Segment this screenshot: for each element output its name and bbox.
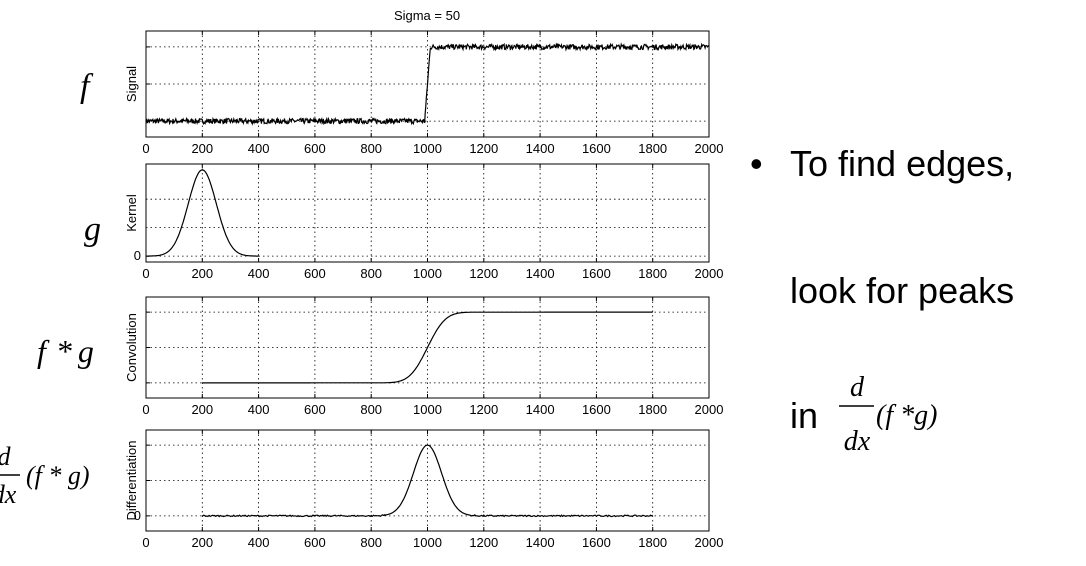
x-tick-label: 1200 <box>469 402 498 417</box>
x-tick-label: 600 <box>304 141 326 156</box>
x-tick-label: 400 <box>248 402 270 417</box>
x-tick-label: 1200 <box>469 535 498 550</box>
x-tick-label: 800 <box>360 535 382 550</box>
x-tick-label: 2000 <box>695 402 724 417</box>
x-tick-label: 800 <box>360 402 382 417</box>
x-tick-label: 1200 <box>469 141 498 156</box>
x-tick-label: 400 <box>248 141 270 156</box>
x-tick-label: 1400 <box>526 141 555 156</box>
x-tick-label: 1800 <box>638 535 667 550</box>
bullet-derivative: d dx (f *g) <box>839 372 937 457</box>
chart-title: Sigma = 50 <box>394 8 460 23</box>
panel-1: 0 200 400 600 800 1000 1200 1400 1600 1800 2000 Sig… <box>124 30 724 156</box>
x-tick-label: 1600 <box>582 402 611 417</box>
x-tick-label: 400 <box>248 266 270 281</box>
x-tick-label: 200 <box>191 141 213 156</box>
label-derivative-dx: dx <box>0 480 17 509</box>
x-tick-label: 1800 <box>638 266 667 281</box>
x-tick-label: 1400 <box>526 535 555 550</box>
x-tick-label: 1000 <box>413 402 442 417</box>
label-f-conv-g: f * g <box>37 333 94 369</box>
x-tick-label: 1000 <box>413 266 442 281</box>
x-tick-label: 0 <box>142 402 149 417</box>
x-tick-label: 600 <box>304 535 326 550</box>
x-tick-label: 800 <box>360 266 382 281</box>
series-line <box>146 169 259 257</box>
x-tick-label: 1600 <box>582 141 611 156</box>
bullet-derivative-dx: dx <box>844 426 871 457</box>
y-axis-label: Differentiation <box>124 441 139 521</box>
y-axis-label: Signal <box>124 66 139 102</box>
label-derivative-d: d <box>0 442 12 471</box>
y-axis-label: Convolution <box>124 313 139 382</box>
label-g: g <box>84 211 101 248</box>
series-line <box>145 42 710 126</box>
panel-4: 0 200 400 600 800 1000 1200 1400 1600 1800 2000 0Di… <box>124 429 724 550</box>
x-tick-label: 2000 <box>695 141 724 156</box>
label-f-conv-g-star: * <box>56 333 72 369</box>
label-derivative: d dx (f * g) <box>0 442 90 509</box>
x-tick-label: 600 <box>304 402 326 417</box>
panel-2: 0 200 400 600 800 1000 1200 1400 1600 1800 2000 0 Ke… <box>124 163 724 281</box>
x-tick-label: 1400 <box>526 402 555 417</box>
x-tick-label: 2000 <box>695 535 724 550</box>
bullet-line-2: look for peaks <box>790 270 1014 311</box>
x-tick-label: 1800 <box>638 141 667 156</box>
series-line <box>201 444 653 518</box>
label-f-conv-g-f: f <box>37 333 50 369</box>
x-tick-label: 0 <box>142 141 149 156</box>
x-tick-label: 200 <box>191 402 213 417</box>
y-axis-label: Kernel <box>124 194 139 232</box>
x-tick-label: 200 <box>191 266 213 281</box>
x-tick-label: 0 <box>142 535 149 550</box>
x-tick-label: 1000 <box>413 535 442 550</box>
x-tick-label: 400 <box>248 535 270 550</box>
label-f-conv-g-g: g <box>78 333 94 369</box>
bullet-derivative-d: d <box>850 372 865 403</box>
y-tick-label: 0 <box>134 508 141 523</box>
bullet-line-1: To find edges, <box>790 143 1014 184</box>
bullet-line-3-prefix: in <box>790 395 818 436</box>
x-tick-label: 2000 <box>695 266 724 281</box>
x-tick-label: 1600 <box>582 535 611 550</box>
bullet-derivative-expr: (f *g) <box>876 400 937 431</box>
x-tick-label: 0 <box>142 266 149 281</box>
x-tick-label: 600 <box>304 266 326 281</box>
panel-3: 0 200 400 600 800 1000 1200 1400 1600 1800 2000 Con… <box>124 296 724 417</box>
x-tick-label: 200 <box>191 535 213 550</box>
x-tick-label: 1400 <box>526 266 555 281</box>
label-f: f <box>80 68 94 105</box>
x-tick-label: 1800 <box>638 402 667 417</box>
x-tick-label: 1200 <box>469 266 498 281</box>
label-derivative-expr: (f * g) <box>26 461 90 490</box>
y-tick-label: 0 <box>134 248 141 263</box>
x-tick-label: 1000 <box>413 141 442 156</box>
x-tick-label: 800 <box>360 141 382 156</box>
bullet-dot: • <box>750 143 763 184</box>
x-tick-label: 1600 <box>582 266 611 281</box>
series-line <box>202 311 653 384</box>
